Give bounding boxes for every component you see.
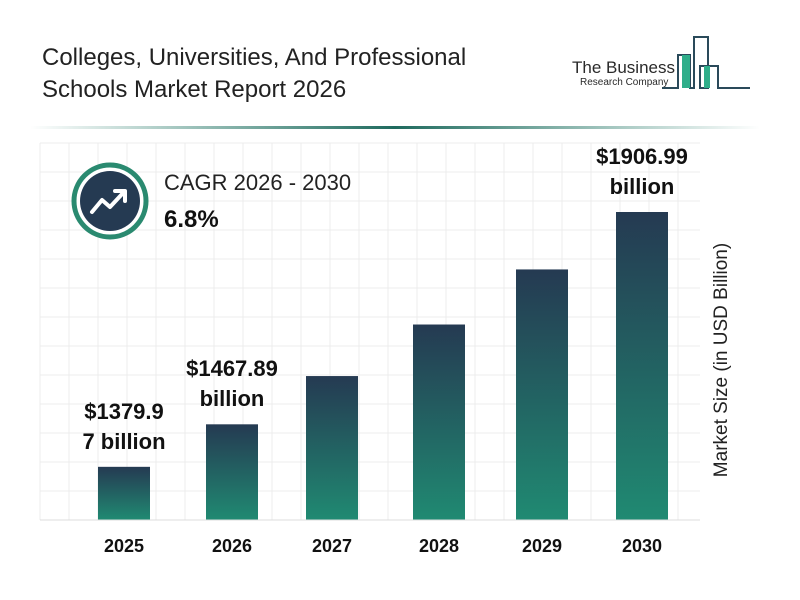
y-axis-label: Market Size (in USD Billion) (711, 242, 732, 478)
logo-line-2: Research Company (580, 77, 669, 88)
x-tick-label: 2028 (418, 536, 460, 556)
title-line-1: Colleges, Universities, And Professional (42, 44, 467, 71)
x-tick-label: 2029 (521, 536, 563, 556)
logo-line-1: The Business (572, 58, 675, 77)
logo: The Business Research Company (572, 58, 675, 88)
x-tick-label: 2027 (311, 536, 353, 556)
data-label: $1467.89 billion (162, 354, 302, 414)
x-tick-label: 2026 (211, 536, 253, 556)
data-label-line-1: $1467.89 (186, 356, 278, 382)
cagr-label: CAGR 2026 - 2030 (164, 170, 352, 195)
bar-2028 (413, 324, 465, 520)
page-title: Colleges, Universities, And Professional… (42, 42, 542, 106)
divider (30, 126, 760, 129)
trending-up-icon (71, 162, 149, 240)
data-label-line-2: 7 billion (82, 428, 166, 454)
data-label-line-2: billion (609, 174, 675, 199)
bar-2026 (206, 424, 258, 520)
bar-2029 (516, 269, 568, 520)
cagr-value: 6.8% (164, 206, 219, 233)
data-label-line-1: $1906.99 (596, 144, 688, 169)
x-tick-label: 2025 (103, 536, 145, 556)
bar-2025 (98, 466, 150, 520)
x-tick-label: 2030 (621, 536, 663, 556)
data-label-line-1: $1379.9 (84, 398, 164, 424)
data-label: $1379.9 7 billion (54, 397, 194, 457)
bar-2027 (306, 376, 358, 520)
data-label: $1906.99 billion (572, 142, 712, 202)
bar-2030 (616, 212, 668, 520)
title-line-2: Schools Market Report 2026 (42, 76, 347, 103)
data-label-line-2: billion (199, 386, 265, 412)
